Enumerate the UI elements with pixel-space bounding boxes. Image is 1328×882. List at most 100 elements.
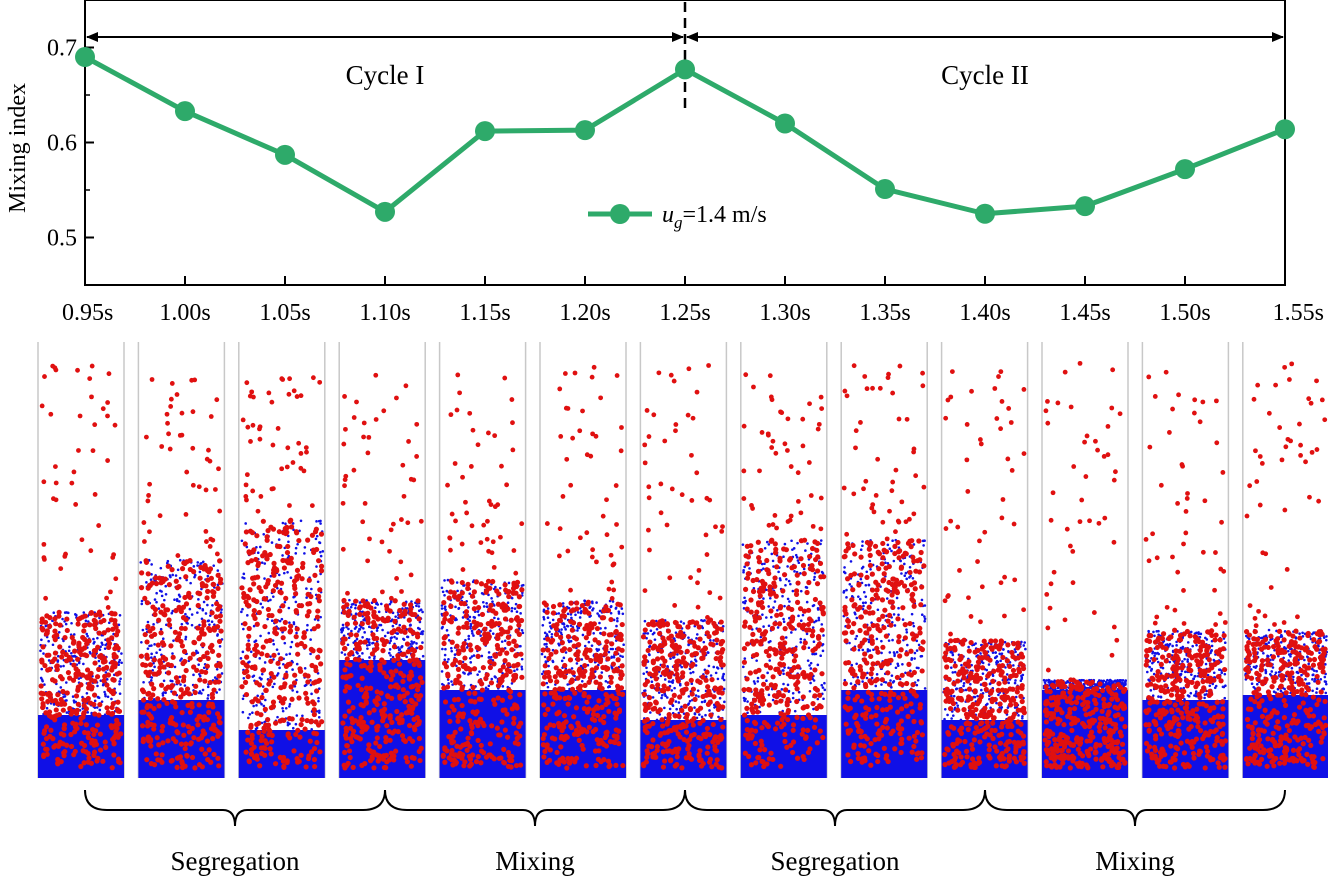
- large-particle: [111, 654, 117, 660]
- large-particle: [61, 722, 68, 728]
- large-particle: [151, 686, 157, 692]
- large-particle: [52, 616, 58, 622]
- large-particle: [254, 621, 260, 627]
- small-particle: [648, 653, 651, 657]
- large-particle: [243, 749, 249, 755]
- small-particle: [782, 555, 785, 558]
- large-particle: [186, 691, 192, 697]
- small-particle: [349, 605, 353, 609]
- small-particle: [485, 605, 489, 608]
- small-particle: [596, 612, 599, 615]
- ejected-particle: [679, 492, 685, 498]
- large-particle: [457, 659, 463, 666]
- small-particle: [799, 641, 803, 644]
- large-particle: [592, 748, 599, 754]
- small-particle: [467, 637, 471, 641]
- small-particle: [575, 662, 579, 665]
- large-particle: [391, 657, 397, 663]
- small-particle: [598, 621, 601, 625]
- small-particle: [362, 618, 365, 622]
- large-particle: [218, 628, 224, 634]
- small-particle: [590, 644, 594, 647]
- small-particle: [192, 565, 196, 568]
- large-particle: [173, 675, 180, 681]
- large-particle: [475, 753, 481, 760]
- large-particle: [54, 666, 60, 673]
- small-particle: [410, 600, 413, 603]
- large-particle: [309, 662, 315, 669]
- large-particle: [752, 740, 758, 747]
- small-particle: [150, 652, 153, 656]
- large-particle: [288, 684, 294, 690]
- large-particle: [82, 698, 89, 704]
- large-particle: [388, 750, 394, 756]
- large-particle: [145, 672, 151, 678]
- small-particle: [103, 713, 107, 717]
- large-particle: [449, 579, 455, 585]
- large-particle: [344, 743, 350, 749]
- large-particle: [277, 608, 283, 614]
- small-particle: [40, 667, 44, 671]
- large-particle: [353, 734, 359, 740]
- small-particle: [467, 634, 471, 638]
- small-particle: [252, 704, 255, 708]
- large-particle: [587, 647, 593, 653]
- large-particle: [245, 673, 251, 680]
- large-particle: [608, 679, 614, 685]
- large-particle: [494, 635, 500, 641]
- ejected-particle: [686, 366, 692, 372]
- ejected-particle: [257, 426, 262, 432]
- large-particle: [541, 754, 547, 760]
- small-particle: [472, 654, 476, 657]
- large-particle: [659, 687, 665, 694]
- large-particle: [685, 624, 691, 630]
- large-particle: [603, 692, 609, 698]
- ejected-particle: [159, 444, 165, 449]
- small-particle: [305, 587, 308, 590]
- small-particle: [395, 637, 398, 640]
- ejected-particle: [405, 520, 411, 526]
- large-particle: [511, 720, 517, 726]
- large-particle: [216, 679, 222, 685]
- large-particle: [304, 695, 310, 702]
- large-particle: [205, 588, 211, 594]
- large-particle: [489, 618, 495, 624]
- large-particle: [384, 723, 390, 729]
- small-particle: [294, 546, 298, 550]
- large-particle: [158, 682, 165, 688]
- large-particle: [456, 625, 462, 631]
- large-particle: [418, 644, 424, 651]
- small-particle: [365, 644, 369, 647]
- large-particle: [615, 668, 621, 674]
- ejected-particle: [50, 363, 56, 369]
- ejected-particle: [143, 434, 149, 440]
- small-particle: [196, 651, 200, 655]
- large-particle: [459, 711, 466, 718]
- large-particle: [311, 745, 318, 752]
- small-particle: [374, 606, 377, 610]
- large-particle: [595, 756, 601, 762]
- ejected-particle: [270, 486, 276, 491]
- large-particle: [149, 580, 155, 586]
- ejected-particle: [662, 438, 668, 444]
- large-particle: [298, 752, 304, 758]
- large-particle: [304, 613, 311, 619]
- ejected-particle: [498, 534, 503, 540]
- large-particle: [688, 756, 695, 762]
- large-particle: [280, 758, 286, 764]
- large-particle: [405, 649, 411, 655]
- small-particle: [609, 605, 613, 609]
- large-particle: [56, 613, 62, 619]
- large-particle: [569, 677, 575, 683]
- ejected-particle: [570, 435, 576, 441]
- large-particle: [741, 687, 747, 693]
- small-particle: [486, 687, 490, 691]
- large-particle: [692, 643, 698, 649]
- large-particle: [207, 679, 213, 686]
- large-particle: [216, 763, 222, 769]
- small-particle: [372, 641, 375, 645]
- small-particle: [98, 708, 102, 712]
- large-particle: [101, 630, 107, 636]
- small-particle: [576, 611, 580, 614]
- large-particle: [252, 646, 258, 652]
